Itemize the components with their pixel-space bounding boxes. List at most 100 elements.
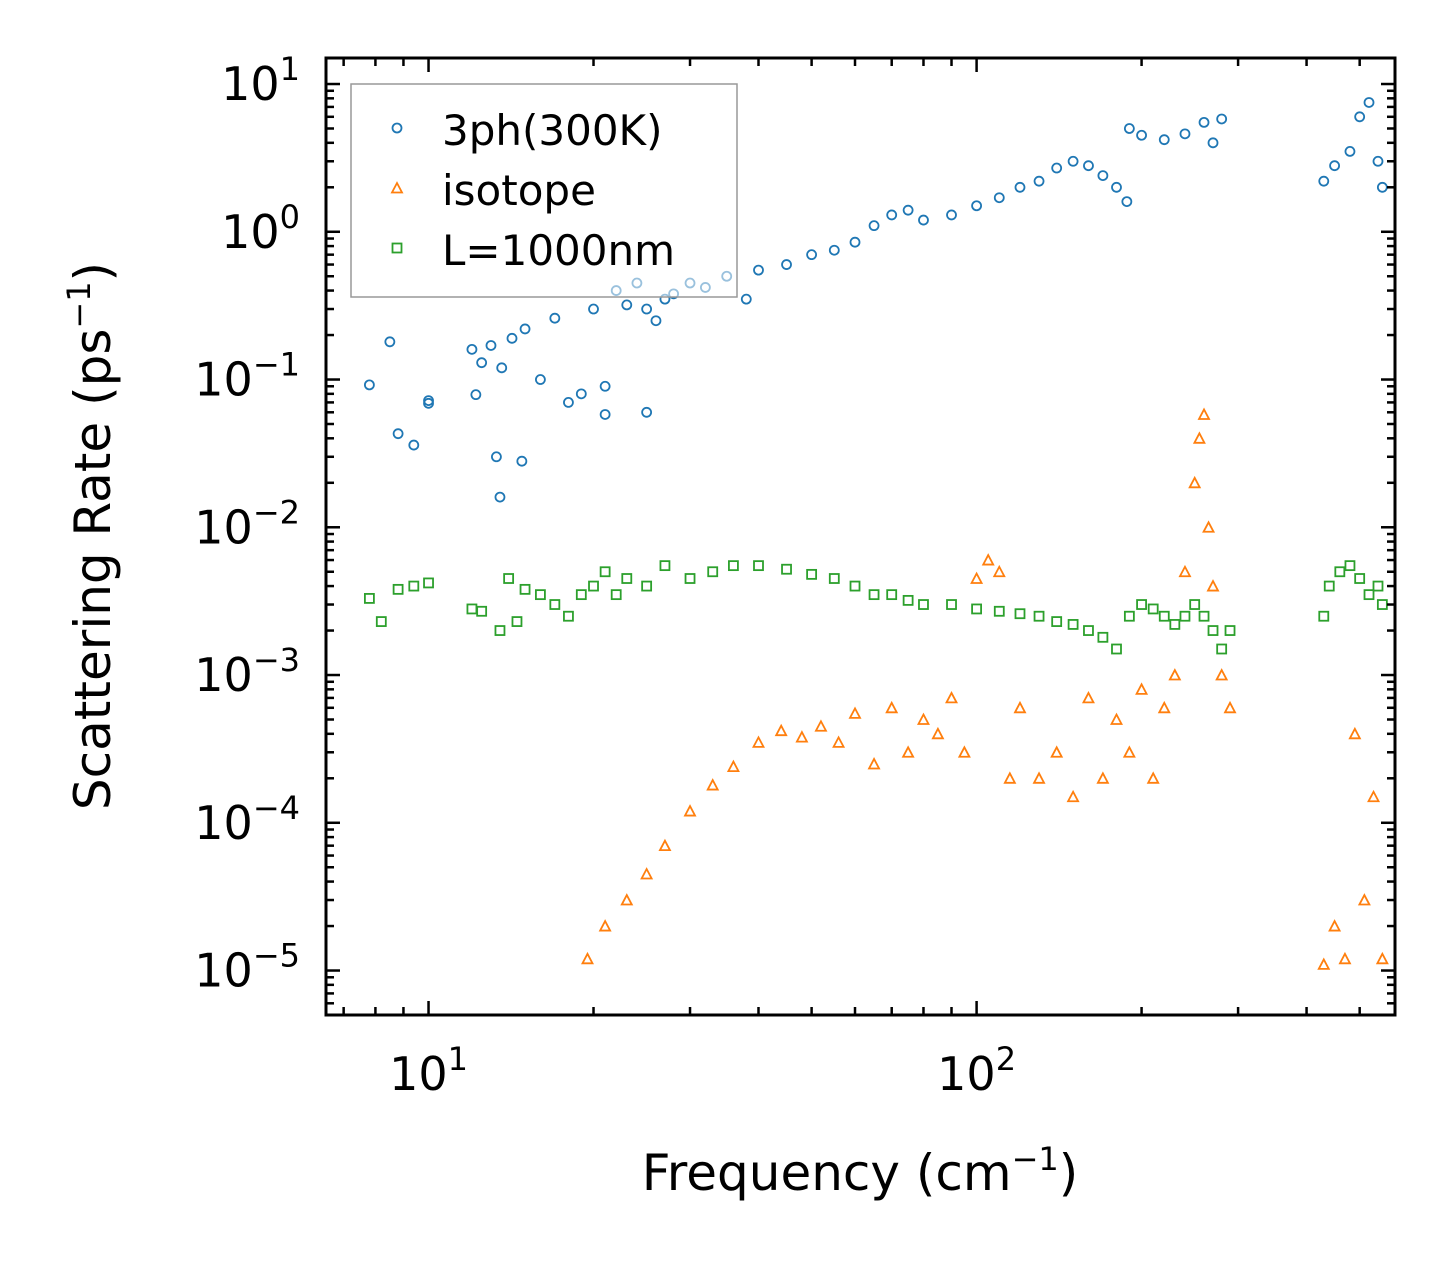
data-point [375, 616, 387, 627]
data-point [867, 757, 881, 770]
data-point [1158, 134, 1170, 146]
series-2 [363, 560, 1388, 655]
data-point [885, 700, 899, 714]
data-point [684, 573, 696, 584]
data-point [598, 919, 612, 932]
data-point [1168, 668, 1182, 681]
data-point [588, 303, 599, 315]
data-point [1334, 566, 1346, 578]
data-point [993, 192, 1005, 204]
data-point [511, 616, 523, 627]
data-point [1354, 111, 1366, 123]
data-point [519, 583, 531, 595]
data-point [1197, 407, 1211, 420]
data-point [1372, 155, 1384, 167]
data-point [992, 564, 1006, 578]
data-point [658, 838, 672, 852]
data-point [1123, 123, 1135, 134]
data-point [828, 573, 840, 584]
data-point [1178, 564, 1192, 578]
data-point [549, 599, 561, 610]
data-point [902, 204, 914, 216]
data-point [1215, 668, 1229, 681]
y-tick-label: 10−5 [194, 937, 300, 998]
data-point [476, 605, 488, 617]
data-point [1367, 789, 1381, 803]
data-point [1014, 181, 1026, 193]
data-point [575, 388, 587, 400]
legend-marker-symbol [390, 181, 404, 194]
data-point [650, 315, 662, 327]
y-tick-label: 10−4 [194, 789, 300, 850]
data-point [971, 603, 982, 615]
legend-label-isotope: isotope [442, 166, 596, 215]
legend: 3ph(300K) isotope L=1000nm [350, 83, 738, 298]
data-point [496, 362, 508, 374]
data-point [408, 580, 420, 592]
data-point [1111, 643, 1122, 655]
data-point [641, 580, 653, 592]
data-point [946, 599, 957, 610]
data-point [1372, 580, 1384, 592]
data-point [945, 690, 959, 704]
data-point [1318, 610, 1330, 622]
x-tick-label: 102 [937, 1040, 1016, 1101]
data-point [1198, 116, 1210, 128]
data-point [1376, 181, 1388, 193]
data-point [466, 603, 478, 615]
data-point [1013, 700, 1027, 714]
data-point [781, 563, 792, 575]
data-point [1179, 128, 1191, 140]
data-point [740, 293, 752, 305]
data-point [1179, 610, 1191, 622]
data-point [363, 593, 375, 604]
legend-box [350, 83, 738, 298]
data-point [599, 380, 611, 392]
data-point [640, 867, 654, 880]
data-point [828, 244, 840, 256]
data-point [981, 553, 995, 566]
data-point [1216, 643, 1228, 655]
data-point [1224, 625, 1236, 636]
data-point [1357, 893, 1371, 906]
data-point [1067, 619, 1079, 630]
legend-marker-isotope [390, 181, 404, 194]
data-point [1206, 579, 1220, 592]
data-point [707, 566, 719, 578]
data-point [1136, 129, 1147, 141]
y-tick-label: 100 [221, 198, 300, 259]
data-point [916, 712, 930, 725]
y-tick-label: 10−3 [194, 641, 300, 702]
data-point [575, 589, 587, 601]
data-point [1223, 700, 1237, 714]
data-point [683, 804, 697, 817]
data-point [774, 723, 788, 737]
data-point [886, 589, 898, 601]
data-point [516, 455, 528, 467]
legend-marker-symbol [391, 122, 403, 134]
data-point [946, 209, 957, 221]
data-point [1067, 155, 1079, 167]
legend-marker-boundary [391, 242, 403, 254]
data-point [549, 312, 561, 324]
data-point [392, 428, 404, 440]
data-point [1344, 560, 1356, 572]
data-point [599, 409, 611, 420]
data-point [806, 568, 818, 580]
data-point [931, 726, 945, 740]
data-point [868, 220, 880, 232]
data-point [641, 303, 653, 315]
data-point [384, 336, 396, 348]
data-point [1189, 599, 1201, 610]
data-point [1344, 145, 1356, 157]
data-point [728, 560, 739, 572]
data-point [423, 397, 434, 409]
data-point [1192, 431, 1206, 444]
data-point [610, 589, 622, 601]
data-point [588, 580, 599, 592]
data-point [806, 249, 818, 261]
data-point [918, 214, 929, 226]
data-point [1329, 160, 1340, 172]
data-point [621, 573, 633, 584]
data-point [491, 451, 502, 463]
